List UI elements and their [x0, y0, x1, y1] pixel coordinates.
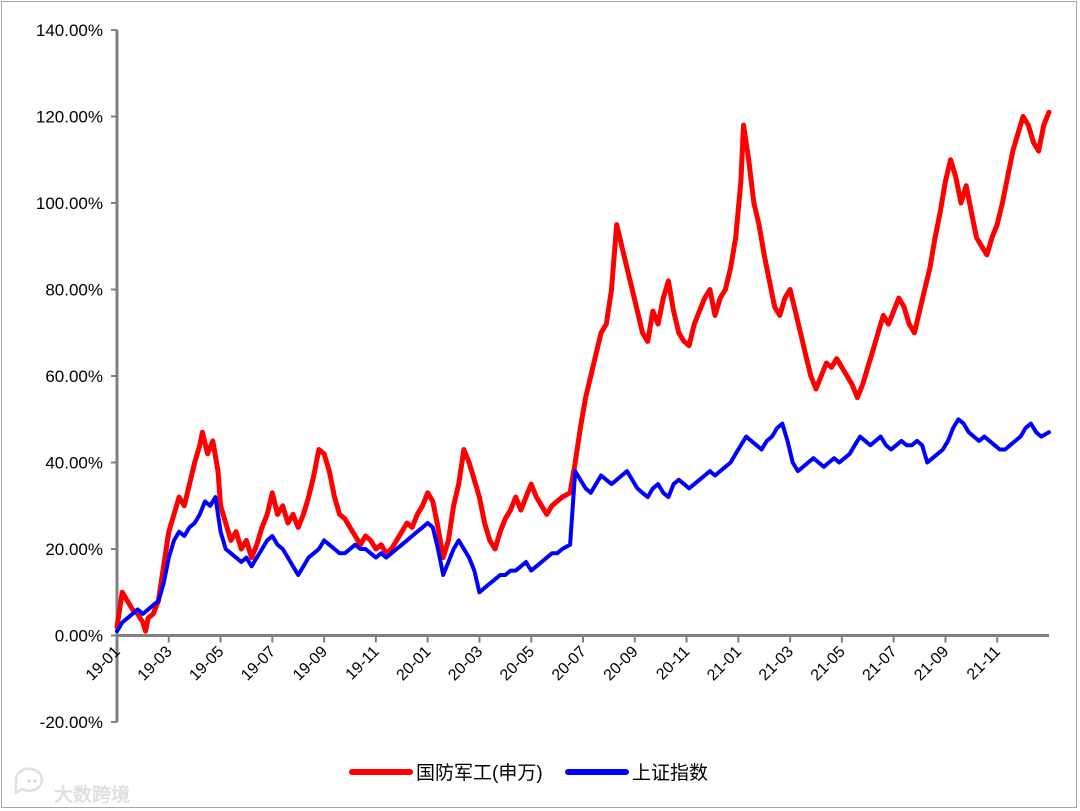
y-axis: -20.00% 0.00% 20.00% 40.00% 60.00% 80.00% 100.…: [36, 21, 119, 732]
x-tick-label: 21-01: [704, 643, 745, 684]
y-tick-label: 60.00%: [45, 367, 103, 386]
y-tick-label: 40.00%: [45, 454, 103, 473]
x-tick-label: 20-07: [549, 643, 590, 684]
y-tick-label: 100.00%: [36, 194, 103, 213]
x-tick-label: 21-05: [808, 643, 849, 684]
x-tick-label: 20-09: [601, 643, 642, 684]
x-tick-label: 20-01: [394, 643, 435, 684]
watermark: 大数跨境: [14, 767, 130, 806]
x-tick-label: 19-09: [290, 643, 331, 684]
x-tick-label: 19-03: [135, 643, 176, 684]
y-tick-label: -20.00%: [40, 713, 103, 732]
x-tick-label: 20-11: [653, 643, 693, 683]
y-tick-label: 0.00%: [55, 627, 103, 646]
x-tick-label: 19-05: [186, 643, 227, 684]
series-lines: [114, 109, 1052, 634]
x-tick-label: 19-11: [343, 643, 383, 683]
series-line-shanghai: [115, 417, 1051, 634]
legend-label-0: 国防军工(申万): [416, 762, 543, 784]
watermark-text: 大数跨境: [54, 783, 130, 806]
x-tick-label: 21-07: [860, 643, 901, 684]
x-tick-label: 19-07: [238, 643, 279, 684]
series-line-defense: [114, 109, 1052, 634]
x-tick-label: 20-03: [445, 643, 486, 684]
x-axis: 19-01 19-03 19-05 19-07 19-09 19-11 20-01 20-03…: [83, 634, 1049, 684]
y-tick-label: 80.00%: [45, 281, 103, 300]
x-tick-label: 20-05: [497, 643, 538, 684]
x-tick-label: 21-09: [911, 643, 952, 684]
x-tick-label: 21-03: [756, 643, 797, 684]
legend-label-1: 上证指数: [632, 762, 708, 784]
y-tick-label: 20.00%: [45, 540, 103, 559]
legend: 国防军工(申万) 上证指数: [349, 762, 708, 784]
y-tick-label: 140.00%: [36, 21, 103, 40]
y-tick-label: 120.00%: [36, 108, 103, 127]
chat-bubble-logo-icon: [14, 767, 44, 796]
x-tick-label: 21-11: [964, 643, 1004, 683]
